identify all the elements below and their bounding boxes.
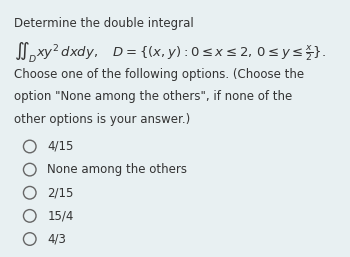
Text: $\iint_D xy^2\,dxdy, \quad D = \{(x, y) : 0 \leq x \leq 2,\, 0 \leq y \leq \frac: $\iint_D xy^2\,dxdy, \quad D = \{(x, y) …: [14, 40, 326, 65]
Text: option "None among the others", if none of the: option "None among the others", if none …: [14, 90, 292, 104]
Text: 4/3: 4/3: [47, 233, 66, 245]
Text: other options is your answer.): other options is your answer.): [14, 113, 190, 126]
Text: 4/15: 4/15: [47, 140, 74, 153]
Text: Choose one of the following options. (Choose the: Choose one of the following options. (Ch…: [14, 68, 304, 81]
Text: 2/15: 2/15: [47, 186, 74, 199]
Text: 15/4: 15/4: [47, 209, 74, 222]
Text: Determine the double integral: Determine the double integral: [14, 17, 194, 30]
Text: None among the others: None among the others: [47, 163, 187, 176]
